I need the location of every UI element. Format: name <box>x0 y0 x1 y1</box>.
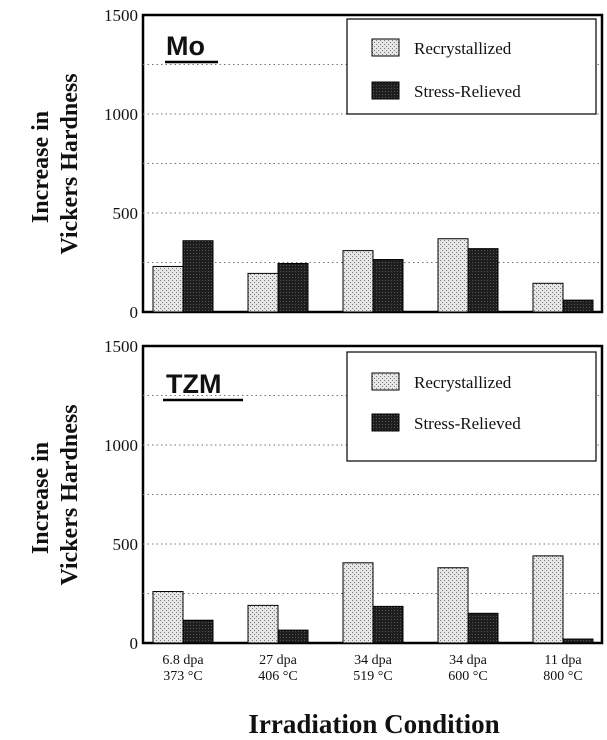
x-tick-label-line: 11 dpa <box>544 653 582 668</box>
bar-stress-relieved-2 <box>277 629 309 644</box>
legend-box <box>346 351 597 462</box>
bars <box>152 555 594 644</box>
bar-recrystallized-2 <box>247 604 279 644</box>
legend-label-stress-relieved: Stress-Relieved <box>414 414 521 433</box>
bar-stress-relieved-3 <box>372 259 404 313</box>
y-axis-label-line2: Vickers Hardness <box>57 404 83 585</box>
y-tick-label: 1000 <box>104 105 138 124</box>
legend: Recrystallized Stress-Relieved <box>346 18 597 115</box>
y-tick-label: 0 <box>130 634 139 653</box>
y-axis-label-line1: Increase in <box>28 442 54 554</box>
bar-recrystallized-3 <box>342 250 374 313</box>
y-tick-labels: 0 500 1000 1500 <box>104 337 138 653</box>
bar-stress-relieved-3 <box>372 605 404 644</box>
bar-stress-relieved-4 <box>467 612 499 644</box>
bar-recrystallized-1 <box>152 265 184 313</box>
x-tick-label-line: 800 °C <box>543 669 582 684</box>
y-tick-label: 500 <box>113 204 139 223</box>
x-tick-label-line: 600 °C <box>448 669 487 684</box>
x-tick-label: 34 dpa 519 °C <box>353 653 392 684</box>
x-tick-label-line: 406 °C <box>258 669 297 684</box>
x-tick-label-line: 27 dpa <box>259 653 298 668</box>
y-tick-label: 1500 <box>104 6 138 25</box>
legend-swatch-recrystallized <box>371 38 400 57</box>
y-axis-label: Increase in Vickers Hardness <box>28 73 83 254</box>
x-tick-label: 6.8 dpa 373 °C <box>162 653 204 684</box>
bar-recrystallized-4 <box>437 567 469 644</box>
legend-swatch-stress-relieved <box>371 413 400 432</box>
bar-recrystallized-1 <box>152 591 184 644</box>
y-tick-label: 1000 <box>104 436 138 455</box>
x-tick-labels: 6.8 dpa 373 °C27 dpa 406 °C34 dpa 519 °C34 … <box>162 653 582 684</box>
bar-recrystallized-5 <box>532 555 564 644</box>
bar-stress-relieved-1 <box>182 619 214 644</box>
legend-label-recrystallized: Recrystallized <box>414 39 512 58</box>
x-tick-label-line: 6.8 dpa <box>162 653 204 668</box>
y-axis-label-line2: Vickers Hardness <box>57 73 83 254</box>
x-tick-label-line: 34 dpa <box>449 653 488 668</box>
x-tick-label: 11 dpa 800 °C <box>543 653 582 684</box>
legend: Recrystallized Stress-Relieved <box>346 351 597 462</box>
bar-recrystallized-4 <box>437 238 469 313</box>
legend-label-recrystallized: Recrystallized <box>414 373 512 392</box>
x-tick-label: 34 dpa 600 °C <box>448 653 487 684</box>
panel-title: TZM <box>166 369 221 399</box>
y-tick-label: 500 <box>113 535 139 554</box>
chart-panel-mo: 0 500 1000 1500 Mo Recrystallized Stress-Re… <box>28 6 604 322</box>
bar-recrystallized-2 <box>247 272 279 313</box>
x-tick-label-line: 373 °C <box>163 669 202 684</box>
x-axis-label: Irradiation Condition <box>248 709 499 739</box>
bar-stress-relieved-1 <box>182 240 214 313</box>
y-tick-label: 1500 <box>104 337 138 356</box>
bar-stress-relieved-5 <box>562 299 594 313</box>
y-axis-label-line1: Increase in <box>28 111 54 223</box>
y-tick-label: 0 <box>130 303 139 322</box>
bar-stress-relieved-2 <box>277 262 309 313</box>
x-tick-label-line: 34 dpa <box>354 653 393 668</box>
x-tick-label-line: 519 °C <box>353 669 392 684</box>
legend-swatch-recrystallized <box>371 372 400 391</box>
panel-title: Mo <box>166 31 205 61</box>
y-tick-labels: 0 500 1000 1500 <box>104 6 138 322</box>
x-tick-label: 27 dpa 406 °C <box>258 653 297 684</box>
bar-stress-relieved-4 <box>467 248 499 313</box>
y-axis-label: Increase in Vickers Hardness <box>28 404 83 585</box>
chart-panel-tzm: 0 500 1000 1500 TZM Recrystallized Stress-R… <box>28 337 604 653</box>
bars <box>152 238 594 313</box>
bar-recrystallized-3 <box>342 562 374 644</box>
legend-swatch-stress-relieved <box>371 81 400 100</box>
bar-recrystallized-5 <box>532 282 564 313</box>
bar-stress-relieved-5 <box>562 638 594 644</box>
legend-label-stress-relieved: Stress-Relieved <box>414 82 521 101</box>
